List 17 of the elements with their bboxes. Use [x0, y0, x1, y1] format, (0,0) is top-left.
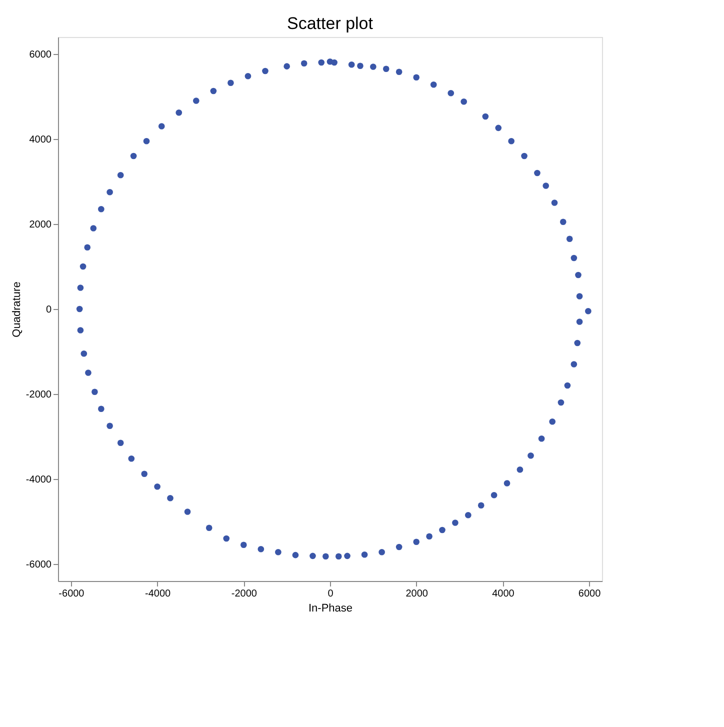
y-axis-title: Quadrature	[10, 282, 23, 338]
y-tick-label: 2000	[29, 220, 52, 230]
x-tick-label: 6000	[578, 588, 602, 600]
x-tick-label: -6000	[58, 588, 85, 600]
y-tick-label: -2000	[26, 390, 52, 400]
x-axis-title: In-Phase	[308, 602, 353, 614]
x-tick-label: 0	[328, 588, 334, 600]
x-tick-label: -4000	[145, 588, 172, 600]
y-tick-label: 6000	[29, 50, 52, 60]
y-tick-label: -6000	[26, 560, 52, 570]
x-tick-label: -2000	[231, 588, 258, 600]
chart-title: Scatter plot	[287, 14, 374, 33]
x-tick-label: 2000	[406, 588, 428, 600]
y-tick-label: 0	[46, 304, 52, 316]
y-tick-label: 4000	[29, 134, 52, 146]
y-tick-label: -4000	[26, 474, 52, 486]
x-tick-label: 4000	[492, 588, 515, 600]
